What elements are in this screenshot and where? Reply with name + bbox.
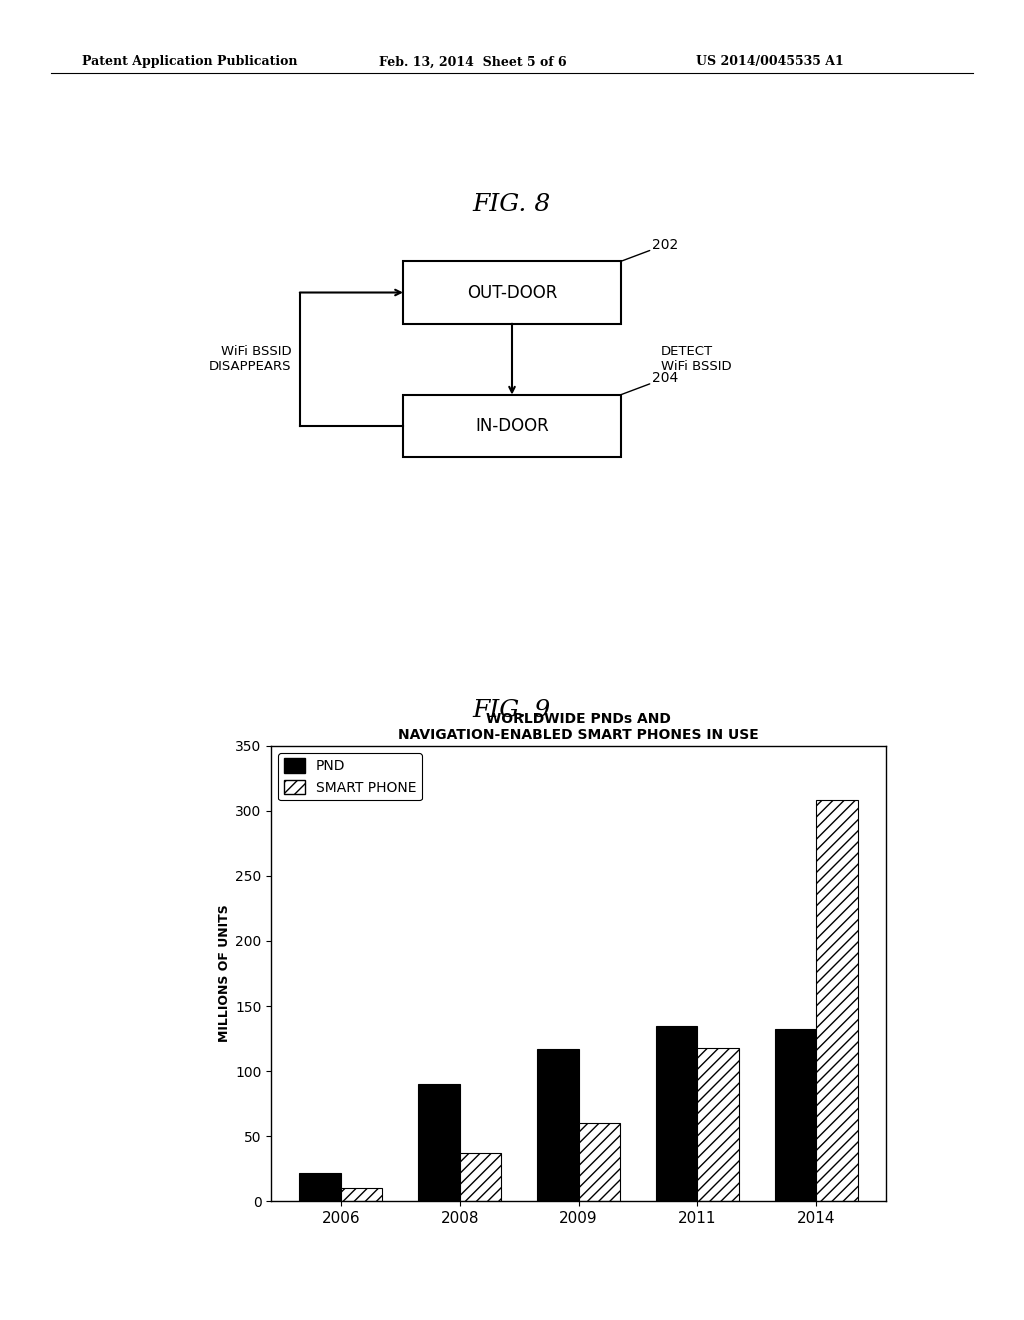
Bar xyxy=(418,1084,460,1201)
Text: FIG. 8: FIG. 8 xyxy=(473,193,551,216)
Text: OUT-DOOR: OUT-DOOR xyxy=(467,284,557,301)
Text: Feb. 13, 2014  Sheet 5 of 6: Feb. 13, 2014 Sheet 5 of 6 xyxy=(379,55,566,69)
Bar xyxy=(697,1048,739,1201)
Legend: PND, SMART PHONE: PND, SMART PHONE xyxy=(279,752,422,800)
Bar xyxy=(579,1123,621,1201)
Text: 204: 204 xyxy=(621,371,679,395)
Text: 202: 202 xyxy=(621,238,679,261)
Bar xyxy=(774,1030,816,1201)
Text: IN-DOOR: IN-DOOR xyxy=(475,417,549,434)
Text: FIG. 9: FIG. 9 xyxy=(473,698,551,722)
Bar xyxy=(537,1049,579,1201)
Text: Patent Application Publication: Patent Application Publication xyxy=(82,55,297,69)
Bar xyxy=(816,800,858,1201)
Bar xyxy=(460,1154,502,1201)
Bar xyxy=(655,1026,697,1201)
Bar xyxy=(403,395,621,457)
Bar xyxy=(299,1172,341,1201)
Text: DETECT
WiFi BSSID: DETECT WiFi BSSID xyxy=(662,346,732,374)
Title: WORLDWIDE PNDs AND
NAVIGATION-ENABLED SMART PHONES IN USE: WORLDWIDE PNDs AND NAVIGATION-ENABLED SM… xyxy=(398,711,759,742)
Bar xyxy=(341,1188,383,1201)
Bar xyxy=(403,261,621,323)
Text: US 2014/0045535 A1: US 2014/0045535 A1 xyxy=(696,55,844,69)
Y-axis label: MILLIONS OF UNITS: MILLIONS OF UNITS xyxy=(218,904,231,1043)
Text: WiFi BSSID
DISAPPEARS: WiFi BSSID DISAPPEARS xyxy=(209,346,291,374)
